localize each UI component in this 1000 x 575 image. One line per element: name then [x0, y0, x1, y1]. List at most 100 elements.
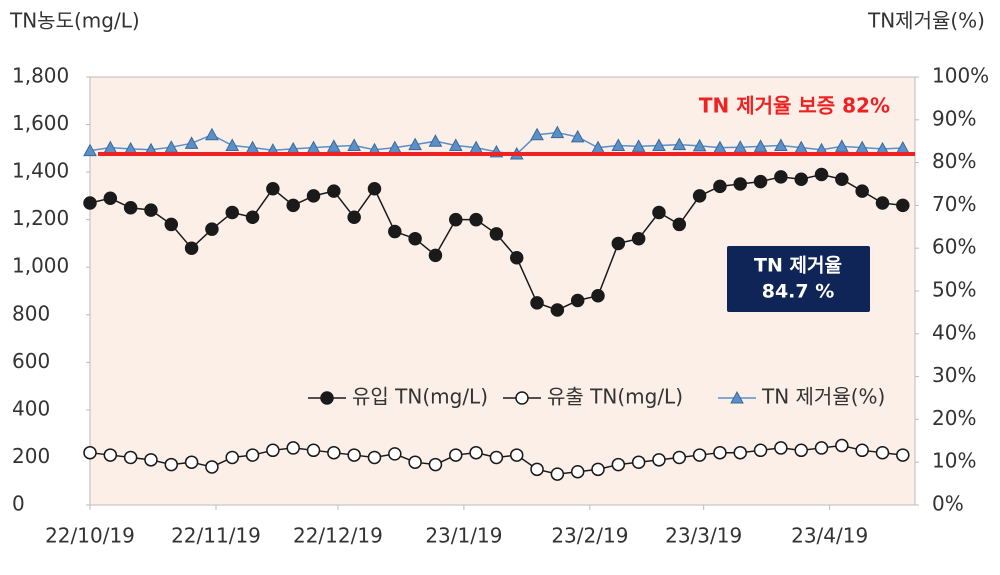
data-point — [408, 137, 422, 151]
data-point — [753, 443, 768, 458]
data-point — [144, 203, 158, 217]
y-tick-label: 1,200 — [12, 206, 69, 230]
data-point — [672, 217, 687, 232]
y2-tick-label: 90% — [932, 106, 976, 130]
data-point — [652, 138, 666, 151]
data-point — [449, 448, 463, 462]
data-point — [225, 138, 240, 151]
data-point — [103, 191, 118, 206]
data-point — [306, 189, 321, 203]
y2-tick-label: 60% — [932, 235, 976, 259]
data-point — [245, 210, 260, 225]
data-point — [896, 448, 910, 462]
data-point — [652, 205, 666, 220]
data-point — [733, 445, 747, 460]
data-point — [530, 127, 544, 141]
data-point — [205, 460, 219, 474]
data-point — [266, 443, 280, 458]
data-point — [164, 217, 179, 232]
data-point — [428, 457, 443, 472]
annotation-box — [727, 246, 870, 312]
data-point — [123, 450, 138, 465]
y2-tick-label: 40% — [932, 320, 976, 344]
data-point — [835, 438, 849, 453]
data-point — [144, 453, 158, 467]
y2-tick-label: 10% — [932, 449, 976, 473]
data-point — [184, 455, 199, 469]
data-point — [611, 138, 626, 151]
data-point — [286, 441, 300, 455]
data-point — [469, 212, 483, 227]
y-tick-label: 600 — [12, 349, 50, 373]
data-point — [875, 445, 890, 460]
data-point — [570, 129, 585, 143]
data-point — [855, 184, 869, 198]
data-point — [469, 445, 483, 460]
data-point — [509, 448, 524, 462]
data-point — [347, 448, 361, 462]
data-point — [550, 125, 565, 139]
y-tick-label: 800 — [12, 301, 50, 325]
data-point — [123, 201, 138, 215]
data-point — [713, 179, 727, 194]
data-point — [570, 464, 585, 479]
legend-marker — [320, 391, 334, 405]
data-point — [428, 248, 443, 263]
legend-marker — [515, 391, 529, 405]
data-point — [428, 134, 443, 147]
data-point — [347, 210, 361, 225]
x-tick-label: 22/10/19 — [45, 524, 135, 548]
data-point — [83, 196, 97, 210]
data-point — [591, 289, 605, 303]
y2-tick-label: 50% — [932, 278, 976, 302]
y-tick-label: 400 — [12, 396, 50, 420]
data-point — [733, 177, 747, 191]
data-point — [753, 139, 768, 152]
y2-tick-label: 30% — [932, 363, 976, 387]
data-point — [875, 196, 890, 210]
y2-tick-label: 100% — [932, 64, 989, 88]
data-point — [266, 182, 280, 196]
data-point — [591, 462, 605, 477]
data-point — [83, 445, 97, 460]
data-point — [672, 450, 687, 465]
data-point — [408, 455, 422, 469]
data-point — [713, 445, 727, 460]
data-point — [794, 443, 808, 458]
y-tick-label: 200 — [12, 444, 50, 468]
y2-tick-label: 80% — [932, 149, 976, 173]
x-tick-label: 22/11/19 — [171, 524, 261, 548]
data-point — [631, 139, 646, 152]
y2-tick-label: 70% — [932, 192, 976, 216]
x-tick-label: 23/1/19 — [425, 524, 502, 548]
data-point — [408, 231, 422, 246]
y-axis-title: TN농도(mg/L) — [9, 9, 140, 33]
data-point — [692, 138, 707, 152]
data-point — [367, 450, 382, 465]
data-point — [184, 136, 199, 149]
x-tick-label: 22/12/19 — [293, 524, 383, 548]
data-point — [692, 189, 707, 203]
data-point — [509, 250, 524, 265]
data-point — [570, 293, 585, 308]
x-tick-label: 23/4/19 — [791, 524, 868, 548]
data-point — [611, 236, 626, 251]
data-point — [205, 222, 219, 236]
x-tick-label: 23/2/19 — [551, 524, 628, 548]
data-point — [774, 138, 788, 151]
data-point — [753, 174, 768, 189]
y2-axis-title: TN제거율(%) — [867, 9, 985, 33]
data-point — [103, 448, 118, 462]
data-point — [530, 462, 544, 477]
legend-marker — [730, 390, 744, 404]
data-point — [631, 455, 646, 469]
data-point — [83, 143, 97, 157]
data-point — [164, 457, 179, 472]
data-point — [388, 447, 402, 461]
data-point — [225, 205, 239, 220]
data-point — [489, 227, 504, 241]
data-point — [672, 137, 687, 151]
legend-label: TN 제거율(%) — [761, 385, 885, 409]
legend-label: 유입 TN(mg/L) — [352, 385, 488, 409]
